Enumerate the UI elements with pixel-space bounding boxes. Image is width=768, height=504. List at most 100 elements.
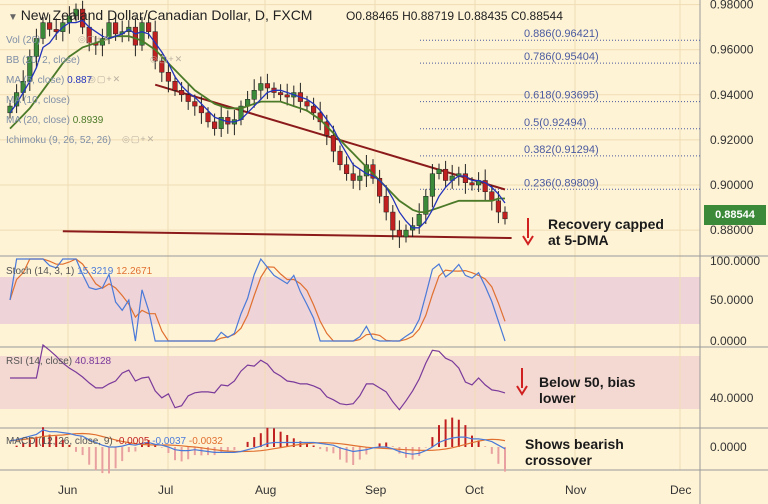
candle-body xyxy=(139,22,145,46)
stoch-label[interactable]: Stoch (14, 3, 1) 15.3219 12.2671 xyxy=(6,266,153,277)
indicator-label-bb[interactable]: BB (20, 2, close) xyxy=(6,55,80,66)
fib-label: 0.5(0.92494) xyxy=(524,117,586,129)
stoch-band xyxy=(0,277,700,324)
fib-label: 0.618(0.93695) xyxy=(524,90,599,102)
candle-body xyxy=(403,229,409,238)
candle-body xyxy=(159,60,165,73)
candle-body xyxy=(337,150,343,165)
candle-body xyxy=(284,94,290,98)
candle-body xyxy=(40,22,46,39)
candle-body xyxy=(377,177,383,197)
time-axis-label: Oct xyxy=(465,483,484,497)
rsi-band xyxy=(0,356,700,409)
candle-body xyxy=(53,29,59,32)
candle-body xyxy=(218,117,224,129)
candle-body xyxy=(113,22,119,35)
stoch-k-line xyxy=(9,257,506,342)
ma5-line xyxy=(9,19,506,229)
candle-body xyxy=(330,135,336,152)
indicator-label-ichimoku[interactable]: Ichimoku (9, 26, 52, 26) xyxy=(6,135,112,146)
candle-body xyxy=(416,214,422,226)
macd-axis-label: 0.0000 xyxy=(710,440,747,454)
candle-body xyxy=(390,211,396,231)
rsi-line xyxy=(10,343,506,411)
time-axis-label: Aug xyxy=(255,483,276,497)
candle-body xyxy=(198,105,204,114)
time-axis-label: Dec xyxy=(670,483,691,497)
candle-body xyxy=(383,196,389,213)
price-axis-label: 0.98000 xyxy=(710,0,754,12)
price-axis-label: 0.94000 xyxy=(710,88,754,102)
macd-label[interactable]: MACD (12, 26, close, 9) -0.0005 -0.0037 … xyxy=(6,436,223,447)
candle-body xyxy=(429,173,435,197)
candle-body xyxy=(462,173,468,183)
fib-label: 0.236(0.89809) xyxy=(524,177,599,189)
candle-body xyxy=(192,101,198,107)
candle-body xyxy=(495,200,501,213)
price-axis-label: 0.90000 xyxy=(710,178,754,192)
rsi-axis-label: 40.0000 xyxy=(710,391,754,405)
indicator-controls[interactable]: ◎▢+✕ xyxy=(150,54,184,64)
candle-body xyxy=(502,211,508,220)
time-axis-label: Sep xyxy=(365,483,387,497)
candle-body xyxy=(80,8,86,28)
candle-body xyxy=(350,173,356,181)
annotation-macd: Shows bearish crossover xyxy=(525,436,624,468)
candle-body xyxy=(165,72,171,82)
fib-label: 0.886(0.96421) xyxy=(524,28,599,40)
candle-body xyxy=(264,83,270,89)
annotation-rsi: Below 50, bias lower xyxy=(539,374,636,406)
time-axis-label: Nov xyxy=(565,483,586,497)
price-axis-label: 0.88000 xyxy=(710,223,754,237)
stoch-axis-label: 50.0000 xyxy=(710,293,754,307)
macd-signal-line xyxy=(9,432,506,453)
time-axis-label: Jul xyxy=(158,483,173,497)
indicator-label-ma20[interactable]: MA (20, close) 0.8939 xyxy=(6,115,104,126)
candle-body xyxy=(33,38,39,57)
indicator-label-ma10[interactable]: MA (10, close) xyxy=(6,95,70,106)
time-axis-label: Jun xyxy=(58,483,77,497)
candle-body xyxy=(205,112,211,123)
candle-body xyxy=(212,121,218,129)
candle-body xyxy=(185,94,191,102)
candle-body xyxy=(179,90,185,96)
price-axis-label: 0.92000 xyxy=(710,133,754,147)
candle-body xyxy=(311,105,317,114)
rsi-label[interactable]: RSI (14, close) 40.8128 xyxy=(6,356,112,367)
candle-body xyxy=(443,168,449,181)
price-axis-label: 0.96000 xyxy=(710,43,754,57)
candle-body xyxy=(436,168,442,174)
indicator-label-ma5[interactable]: MA (5, close) 0.887 xyxy=(6,75,93,86)
candle-body xyxy=(482,180,488,193)
indicator-label-vol[interactable]: Vol (20) xyxy=(6,35,41,46)
ohlc-readout: O0.88465 H0.88719 L0.88435 C0.88544 xyxy=(346,9,563,23)
candle-body xyxy=(132,26,138,46)
stoch-axis-label: 100.0000 xyxy=(710,254,760,268)
candle-body xyxy=(251,90,257,100)
macd-line xyxy=(9,429,506,455)
candle-body xyxy=(278,92,284,96)
stoch-axis-label: 0.0000 xyxy=(710,334,747,348)
candle-body xyxy=(258,83,264,91)
indicator-controls[interactable]: ◎▢+✕ xyxy=(122,134,156,144)
candle-body xyxy=(423,196,429,215)
candle-body xyxy=(73,8,79,17)
candle-body xyxy=(146,22,152,32)
chart-title: ▼ New Zealand Dollar/Canadian Dollar, D,… xyxy=(8,7,313,23)
last-price-tag: 0.88544 xyxy=(704,205,766,225)
fib-label: 0.786(0.95404) xyxy=(524,51,599,63)
down-arrow-icon xyxy=(516,385,528,396)
indicator-controls[interactable]: ◎▢+✕ xyxy=(88,74,122,84)
candle-body xyxy=(304,101,310,107)
candle-body xyxy=(469,182,475,186)
down-arrow-icon xyxy=(522,235,534,246)
collapse-arrow-icon[interactable]: ▼ xyxy=(8,12,21,23)
candle-body xyxy=(396,229,402,238)
indicator-controls[interactable]: ◎▢+✕ xyxy=(78,34,112,44)
support-trendline xyxy=(62,230,512,239)
candle-body xyxy=(357,175,363,181)
annotation-recovery: Recovery capped at 5-DMA xyxy=(548,216,664,248)
fib-label: 0.382(0.91294) xyxy=(524,144,599,156)
candle-body xyxy=(344,164,350,174)
